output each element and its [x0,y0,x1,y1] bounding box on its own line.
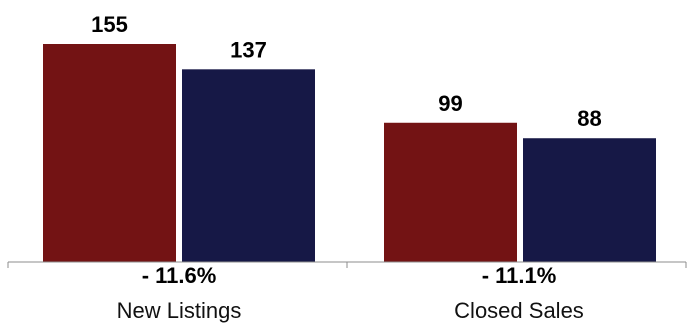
bar-closed-sales-series-2 [523,138,656,262]
value-labels-layer: 155 137 99 88 [91,12,602,131]
change-label-new-listings: - 11.6% [142,263,217,288]
bar-closed-sales-series-1 [384,122,517,262]
category-label-closed-sales: Closed Sales [454,298,584,323]
bar-new-listings-series-1 [43,44,176,262]
value-label-closed-sales-series-2: 88 [577,106,601,131]
bar-new-listings-series-2 [182,69,315,262]
category-label-new-listings: New Listings [117,298,242,323]
value-label-new-listings-series-2: 137 [230,37,267,62]
value-label-new-listings-series-1: 155 [91,12,128,37]
change-label-closed-sales: - 11.1% [482,263,557,288]
bars-layer [43,44,656,262]
value-label-closed-sales-series-1: 99 [438,91,462,116]
